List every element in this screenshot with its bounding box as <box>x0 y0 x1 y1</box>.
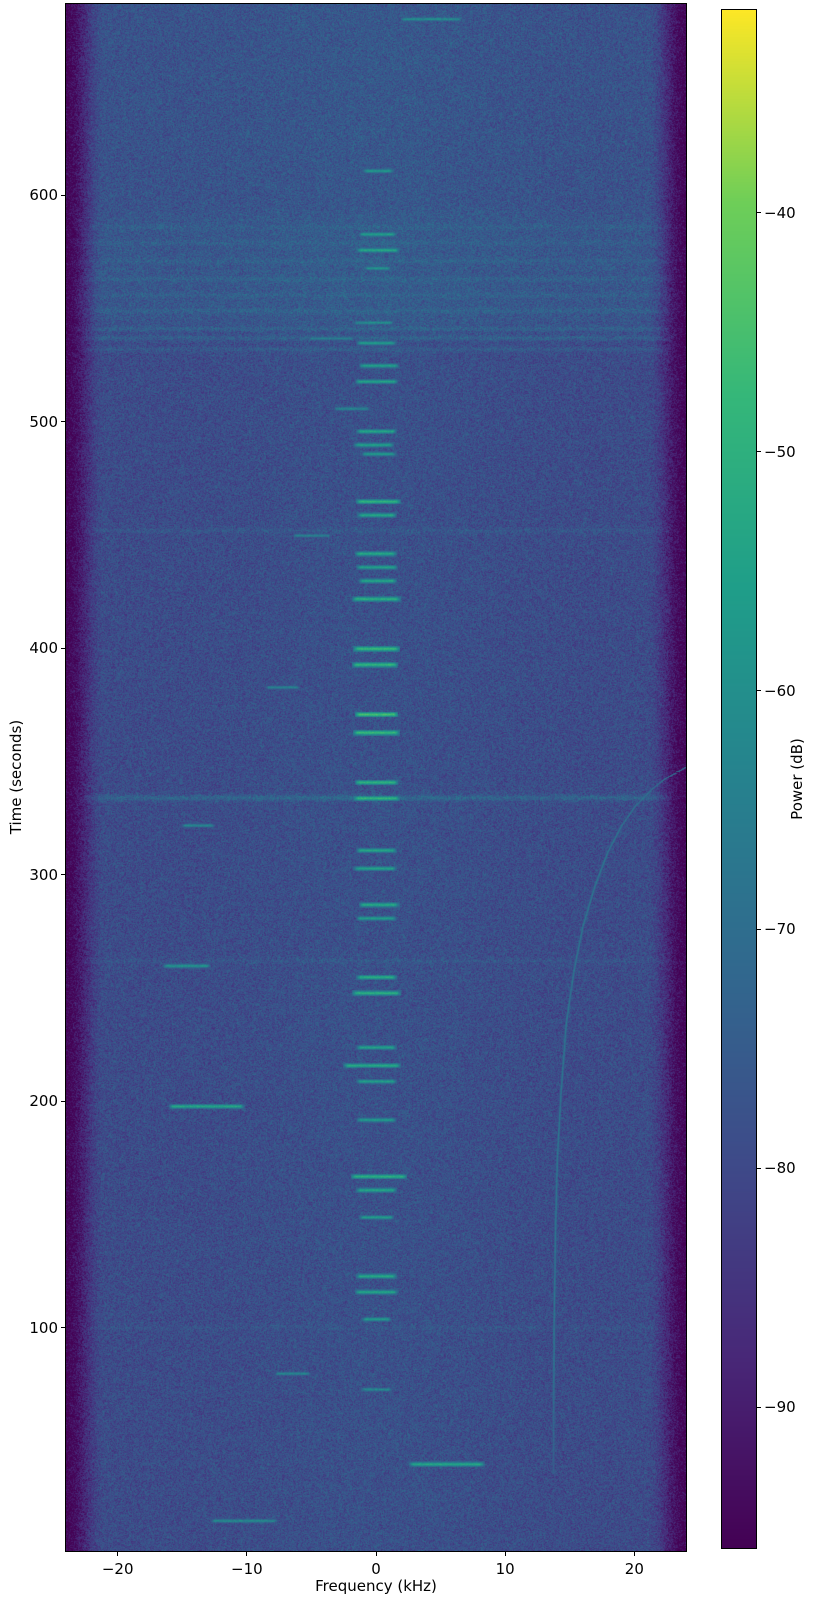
colorbar-tick-label: −50 <box>764 442 796 461</box>
colorbar-tick-label: −60 <box>764 681 796 700</box>
y-tick-label: 400 <box>29 639 58 658</box>
colorbar-tick-label: −40 <box>764 203 796 222</box>
y-tick-mark <box>61 1100 65 1102</box>
y-tick-mark <box>61 647 65 649</box>
x-axis-label: Frequency (kHz) <box>315 1577 437 1595</box>
x-tick-mark <box>117 1552 119 1556</box>
x-tick-mark <box>375 1552 377 1556</box>
colorbar-tick-mark <box>757 212 761 214</box>
colorbar-gradient <box>722 10 756 1548</box>
y-tick-mark <box>61 874 65 876</box>
x-tick-label: −10 <box>231 1560 263 1578</box>
y-tick-label: 600 <box>29 186 58 205</box>
y-tick-label: 200 <box>29 1092 58 1111</box>
x-tick-label: 0 <box>371 1560 381 1578</box>
colorbar-tick-mark <box>757 928 761 930</box>
x-tick-label: 20 <box>624 1560 644 1578</box>
y-tick-mark <box>61 1327 65 1329</box>
y-tick-label: 500 <box>29 412 58 431</box>
x-tick-label: 10 <box>495 1560 515 1578</box>
y-axis-label: Time (seconds) <box>7 719 25 835</box>
x-tick-mark <box>633 1552 635 1556</box>
colorbar-tick-mark <box>757 1167 761 1169</box>
colorbar-label: Power (dB) <box>788 738 806 820</box>
colorbar-tick-mark <box>757 451 761 453</box>
colorbar-tick-label: −90 <box>764 1398 796 1417</box>
y-tick-mark <box>61 194 65 196</box>
colorbar-tick-mark <box>757 1406 761 1408</box>
x-tick-mark <box>504 1552 506 1556</box>
y-tick-label: 100 <box>29 1318 58 1337</box>
x-tick-label: −20 <box>101 1560 134 1578</box>
y-tick-mark <box>61 421 65 423</box>
colorbar-tick-label: −70 <box>764 920 796 939</box>
y-tick-label: 300 <box>29 865 58 884</box>
colorbar <box>721 9 757 1549</box>
colorbar-tick-mark <box>757 690 761 692</box>
plot-area <box>65 3 687 1552</box>
colorbar-tick-label: −80 <box>764 1159 796 1178</box>
spectrogram-image <box>66 4 686 1551</box>
x-tick-mark <box>246 1552 248 1556</box>
